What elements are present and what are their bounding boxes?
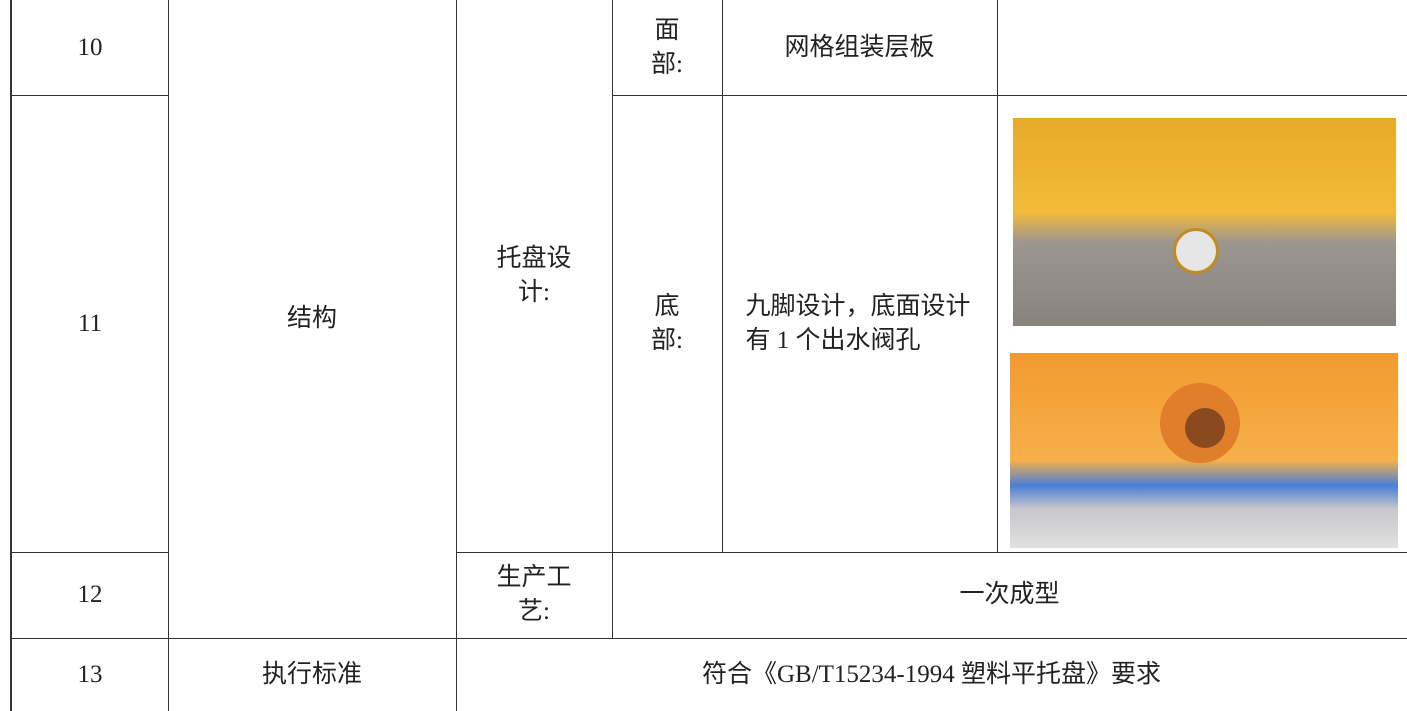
cell: 托盘设计:: [456, 0, 612, 552]
content: 符合《GB/T15234-1994 塑料平托盘》要求: [701, 660, 1162, 688]
border: [722, 0, 723, 552]
cell: 生产工艺:: [456, 552, 612, 638]
cell: 执行标准: [168, 638, 456, 711]
group: 托盘设计:: [496, 245, 572, 306]
cell: 结构: [168, 0, 456, 638]
cell: 13: [12, 638, 168, 711]
row-number: 13: [77, 660, 103, 688]
border: [612, 0, 613, 638]
border: [612, 95, 1407, 96]
valve: [1173, 228, 1219, 274]
cell: 11: [12, 95, 168, 552]
border: [10, 552, 168, 553]
cell: 网格组装层板: [722, 0, 997, 95]
row-number: 12: [77, 581, 103, 608]
border: [10, 0, 12, 711]
border: [456, 0, 457, 711]
cell: 符合《GB/T15234-1994 塑料平托盘》要求: [456, 638, 1407, 711]
item: 执行标准: [261, 660, 362, 688]
content: 一次成型: [959, 581, 1060, 608]
row-number: 11: [77, 309, 103, 337]
group: 生产工艺:: [496, 564, 572, 625]
photo: [1013, 118, 1396, 326]
cell: 九脚设计，底面设计有 1 个出水阀孔: [722, 95, 997, 552]
border: [10, 95, 168, 96]
border: [456, 552, 1407, 553]
photo: [1010, 353, 1398, 548]
cell: 底部:: [612, 95, 722, 552]
cell: 12: [12, 552, 168, 638]
cell: 10: [12, 0, 168, 95]
border: [10, 638, 1407, 639]
border: [168, 0, 169, 711]
row-number: 10: [77, 33, 103, 61]
cell: 一次成型: [612, 552, 1407, 638]
item: 结构: [286, 305, 337, 332]
content: 九脚设计，底面设计有 1 个出水阀孔: [745, 292, 971, 354]
label: 面部:: [651, 16, 683, 78]
content: 网格组装层板: [784, 33, 935, 61]
cell: 面部:: [612, 0, 722, 95]
label: 底部:: [651, 292, 683, 354]
valve-hole: [1185, 408, 1225, 448]
border: [997, 0, 998, 552]
